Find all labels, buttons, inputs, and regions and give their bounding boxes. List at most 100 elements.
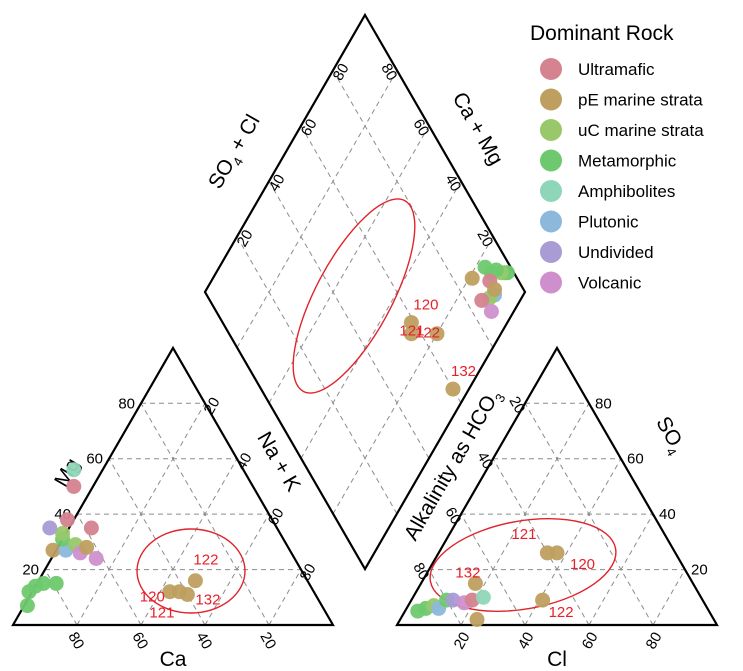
grid-line <box>236 236 398 515</box>
legend: Dominant Rock Ultramafic pE marine strata… <box>530 22 704 294</box>
anion-point <box>535 592 551 608</box>
legend-swatch <box>540 58 562 80</box>
legend-swatch <box>540 149 562 172</box>
cation-point-label: 122 <box>193 552 218 569</box>
legend-swatch <box>540 210 562 233</box>
diamond-tick-so4-cl: 40 <box>441 172 464 195</box>
diamond-point <box>429 326 445 342</box>
cation-triangle-frame <box>11 345 335 627</box>
diamond-point-label: 122 <box>415 325 440 342</box>
anion-tick-alkalinity: 60 <box>441 504 464 527</box>
diamond-point-label: 120 <box>413 297 438 314</box>
diamond-tick-ca-mg: 40 <box>266 172 289 195</box>
grid-line <box>236 70 398 348</box>
anion-point-label: 132 <box>455 564 480 581</box>
axis-label-ca-mg: Ca + Mg <box>448 88 508 169</box>
legend-swatch <box>540 241 562 263</box>
cation-point <box>179 587 195 602</box>
diamond-point <box>487 281 503 297</box>
legend-swatch <box>540 119 562 141</box>
legend-swatch <box>540 180 562 202</box>
grid-line <box>652 569 686 626</box>
anion-point-label: 121 <box>511 526 536 543</box>
tick-labels: 80 60 40 20 20 40 60 80 20 40 60 80 20 40 60 80 80 60 40 20… <box>22 61 707 653</box>
anion-tick-alkalinity: 40 <box>473 449 496 472</box>
anion-point <box>445 592 461 608</box>
axis-label-so4-main: SO <box>651 413 686 451</box>
diamond-tick-ca-mg: 20 <box>234 227 257 250</box>
grid-lines <box>44 70 686 626</box>
cation-tick-na-k: 20 <box>201 395 224 418</box>
legend-item-label: Metamorphic <box>578 152 677 171</box>
cation-point-label: 120 <box>140 589 165 606</box>
diamond-tick-so4-cl: 20 <box>473 227 496 250</box>
cation-point <box>35 575 51 591</box>
anion-tick-cl: 40 <box>515 629 538 652</box>
diamond-tick-so4-cl: 60 <box>409 116 432 139</box>
anion-tick-alkalinity: 80 <box>409 560 432 583</box>
cation-point-label: 121 <box>149 605 174 622</box>
data-points <box>19 259 565 627</box>
cation-point <box>83 520 99 536</box>
cation-tick-mg: 80 <box>118 395 135 412</box>
diamond-tick-ca-mg: 80 <box>330 61 353 84</box>
grid-line <box>300 125 462 404</box>
cation-tick-na-k: 80 <box>297 561 320 584</box>
cation-point <box>88 551 104 566</box>
diamond-point-label: 132 <box>451 363 476 380</box>
anion-point <box>549 545 565 561</box>
legend-item-label: Undivided <box>578 243 654 262</box>
anion-point-label: 120 <box>570 556 595 573</box>
axis-label-so4-cl-suffix: + Cl <box>223 111 265 160</box>
anion-tick-cl: 20 <box>451 629 474 652</box>
grid-line <box>76 513 142 626</box>
cation-point <box>66 478 82 494</box>
legend-item-label: Ultramafic <box>578 60 655 79</box>
cation-point <box>55 526 71 541</box>
diamond-tick-ca-mg: 60 <box>298 116 321 139</box>
grid-line <box>588 513 654 626</box>
axis-label-ca: Ca <box>160 648 187 671</box>
anion-tick-so4: 80 <box>595 395 612 412</box>
cation-point <box>59 512 75 528</box>
diamond-point-label: 121 <box>399 323 424 340</box>
anion-tick-cl: 80 <box>643 629 666 652</box>
axis-label-so4-anion: SO4 <box>648 413 690 459</box>
cation-highlight-ellipse <box>136 528 246 614</box>
legend-item-label: uC marine strata <box>578 121 704 140</box>
grid-line <box>300 181 462 459</box>
anion-tick-so4: 60 <box>627 451 644 468</box>
cation-tick-ca: 60 <box>128 629 151 652</box>
diamond-point <box>445 381 461 397</box>
cation-tick-mg: 60 <box>86 451 103 468</box>
diamond-highlight-ellipse <box>292 198 416 394</box>
grid-line <box>268 569 302 626</box>
legend-swatch <box>540 271 562 294</box>
anion-point <box>467 575 483 591</box>
diamond-point <box>477 259 493 275</box>
diamond-point <box>483 304 499 319</box>
cation-tick-ca: 40 <box>192 629 215 652</box>
cation-point <box>187 573 203 589</box>
anion-tick-alkalinity: 20 <box>505 394 528 417</box>
cation-tick-ca: 80 <box>64 629 87 652</box>
cation-point <box>79 539 95 555</box>
anion-tick-cl: 60 <box>579 629 602 652</box>
grid-line <box>204 513 270 626</box>
anion-tick-so4: 20 <box>691 562 708 579</box>
cation-point <box>45 542 61 558</box>
anion-tick-so4: 40 <box>659 506 676 523</box>
diamond-point <box>403 315 419 331</box>
diamond-point <box>403 326 419 342</box>
cation-point <box>42 520 58 536</box>
cation-point <box>66 462 82 478</box>
anion-highlight-ellipse <box>429 517 617 613</box>
diamond-point <box>464 270 480 286</box>
diamond-point <box>474 292 490 308</box>
axis-label-cl: Cl <box>547 648 567 671</box>
anion-point-label: 122 <box>549 604 574 621</box>
anion-point <box>464 592 480 608</box>
anion-point <box>469 612 485 627</box>
